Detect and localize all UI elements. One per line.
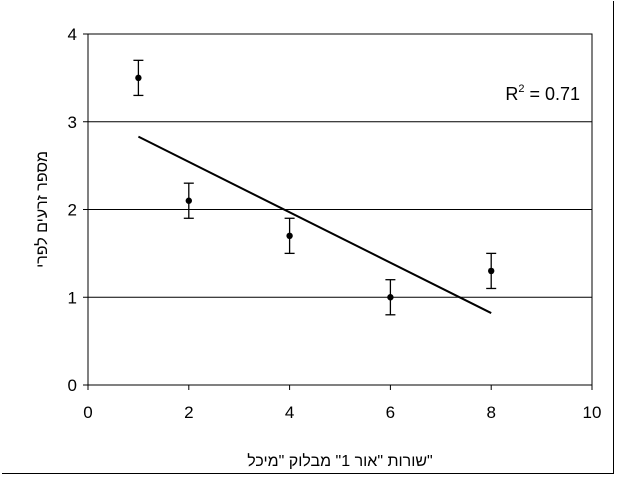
- x-tick-label-6: 6: [386, 403, 395, 422]
- data-point-5: [486, 252, 497, 290]
- data-points: [133, 59, 497, 316]
- y-axis-ticks: 0 1 2 3 4: [68, 25, 88, 395]
- marker-4: [387, 294, 394, 301]
- y-tick-label-4: 4: [68, 25, 77, 44]
- r-squared-annotation: R2 = 0.71: [505, 83, 580, 104]
- x-axis-ticks: 0 2 4 6 8 10: [83, 385, 601, 422]
- y-tick-label-1: 1: [68, 288, 77, 307]
- x-tick-label-10: 10: [583, 403, 602, 422]
- r-squared-value: = 0.71: [524, 84, 580, 104]
- marker-5: [488, 267, 495, 275]
- grid-lines: [88, 121, 592, 298]
- y-tick-label-0: 0: [68, 376, 77, 395]
- x-tick-label-2: 2: [184, 403, 193, 422]
- y-tick-label-2: 2: [68, 201, 77, 220]
- x-tick-label-8: 8: [486, 403, 495, 422]
- x-axis-title: שורות "אור 1" מבלוק "מיכל": [247, 452, 432, 470]
- x-tick-label-0: 0: [83, 403, 92, 422]
- data-point-3: [284, 217, 295, 255]
- marker-1: [135, 74, 142, 82]
- y-tick-label-3: 3: [68, 113, 77, 132]
- data-point-4: [385, 279, 396, 316]
- data-point-1: [133, 59, 144, 97]
- y-axis-title: מספר זרעים לפרי: [33, 151, 51, 268]
- chart-frame: [2, 1, 614, 474]
- data-point-2: [183, 182, 194, 219]
- trendline: [137, 135, 492, 314]
- x-tick-label-4: 4: [285, 403, 294, 422]
- marker-3: [286, 232, 293, 240]
- r-squared-base: R: [505, 84, 518, 104]
- r-squared-superscript: 2: [518, 83, 524, 95]
- marker-2: [185, 197, 192, 204]
